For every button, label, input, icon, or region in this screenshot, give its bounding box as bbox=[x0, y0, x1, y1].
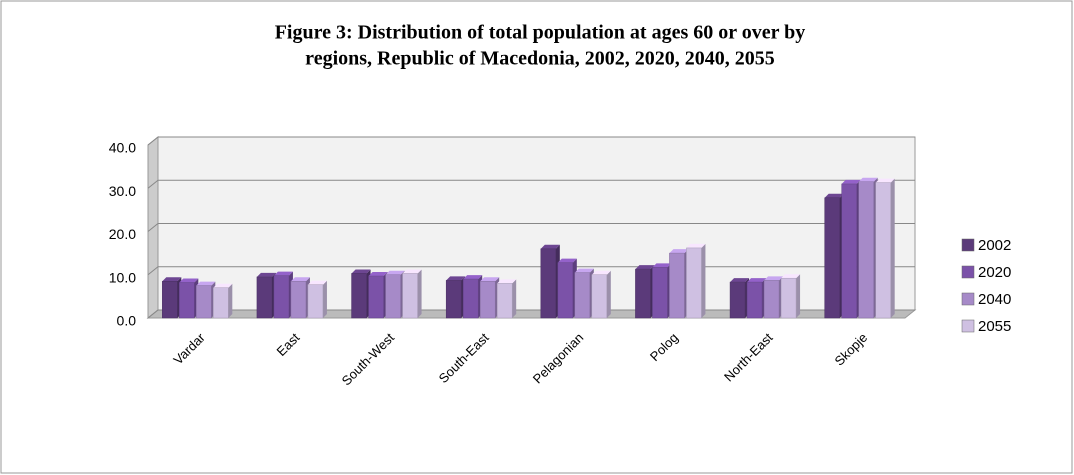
bar bbox=[479, 280, 496, 319]
bar bbox=[351, 273, 367, 319]
bar-side bbox=[512, 279, 517, 318]
y-tick-label: 0.0 bbox=[117, 313, 137, 329]
legend-label: 2040 bbox=[978, 291, 1011, 308]
bar-side bbox=[228, 283, 233, 318]
bar-top bbox=[446, 276, 466, 281]
bar-side bbox=[417, 269, 422, 318]
bar bbox=[290, 280, 307, 319]
bar-top bbox=[669, 249, 689, 254]
bar bbox=[385, 274, 401, 319]
bar bbox=[273, 275, 290, 319]
legend-swatch bbox=[961, 238, 975, 252]
bar-side bbox=[890, 178, 895, 318]
bar-top bbox=[385, 270, 405, 275]
legend-label: 2055 bbox=[978, 318, 1011, 335]
bar bbox=[635, 268, 651, 319]
bar bbox=[824, 197, 840, 319]
bar-top bbox=[402, 269, 422, 274]
bar bbox=[462, 278, 479, 319]
bar bbox=[557, 262, 574, 319]
bar-top bbox=[574, 268, 594, 273]
bar bbox=[179, 282, 195, 319]
bar bbox=[746, 281, 763, 319]
chart-title: Figure 3: Distribution of total populati… bbox=[275, 22, 806, 44]
bar-top bbox=[635, 265, 655, 270]
bar-top bbox=[781, 274, 801, 279]
bar bbox=[213, 287, 229, 319]
bar bbox=[162, 280, 178, 319]
bar-side bbox=[322, 280, 327, 318]
bar-side bbox=[796, 274, 801, 318]
bar-top bbox=[686, 243, 706, 248]
bar-top bbox=[256, 272, 276, 277]
bar bbox=[574, 272, 591, 319]
bar bbox=[196, 285, 212, 319]
bar-top bbox=[290, 277, 310, 282]
y-tick-label: 10.0 bbox=[109, 269, 136, 285]
legend-label: 2020 bbox=[978, 264, 1011, 281]
bar-side bbox=[701, 243, 706, 318]
grid-line bbox=[147, 136, 915, 146]
bar-top bbox=[540, 244, 560, 249]
bar-top bbox=[213, 283, 233, 288]
bar-top bbox=[858, 177, 878, 182]
bar bbox=[686, 247, 702, 319]
bar-top bbox=[764, 276, 784, 281]
bar-top bbox=[824, 193, 844, 198]
legend-swatch bbox=[961, 292, 975, 306]
legend-swatch bbox=[961, 319, 975, 333]
bar bbox=[841, 183, 857, 319]
bar bbox=[858, 181, 874, 319]
bar bbox=[540, 248, 557, 319]
bar-top bbox=[368, 272, 388, 277]
bar-top bbox=[480, 277, 500, 282]
bar-top bbox=[273, 271, 293, 276]
bar-top bbox=[196, 281, 216, 286]
bar bbox=[729, 281, 746, 319]
bar bbox=[652, 267, 668, 319]
bar bbox=[763, 280, 780, 319]
bar bbox=[402, 273, 418, 319]
bar bbox=[445, 280, 462, 319]
bar-top bbox=[162, 277, 182, 282]
bar-top bbox=[747, 278, 767, 283]
bar-top bbox=[179, 278, 199, 283]
bar-top bbox=[841, 179, 861, 184]
bar-top bbox=[557, 258, 577, 263]
bar-side bbox=[606, 270, 611, 318]
bar bbox=[307, 284, 324, 319]
grid-line bbox=[147, 223, 915, 232]
bar-top bbox=[730, 278, 750, 283]
bar-top bbox=[652, 263, 672, 268]
bar bbox=[256, 276, 273, 319]
y-tick-label: 30.0 bbox=[109, 183, 136, 199]
bar bbox=[496, 283, 513, 319]
bar bbox=[669, 252, 685, 319]
y-tick-label: 20.0 bbox=[109, 226, 136, 242]
bar-top bbox=[463, 275, 483, 280]
chart-title: regions, Republic of Macedonia, 2002, 20… bbox=[305, 48, 775, 70]
bar bbox=[780, 277, 797, 319]
grid-line bbox=[147, 179, 915, 189]
legend-swatch bbox=[961, 265, 975, 279]
legend-label: 2002 bbox=[978, 237, 1011, 254]
bar bbox=[591, 274, 608, 319]
bar-top bbox=[351, 269, 371, 274]
bar bbox=[368, 275, 384, 319]
y-tick-label: 40.0 bbox=[109, 140, 136, 156]
bar bbox=[875, 182, 891, 319]
bar-top bbox=[307, 280, 327, 285]
bar-top bbox=[591, 270, 611, 275]
bar-top bbox=[875, 178, 895, 183]
bar-top bbox=[497, 279, 517, 284]
